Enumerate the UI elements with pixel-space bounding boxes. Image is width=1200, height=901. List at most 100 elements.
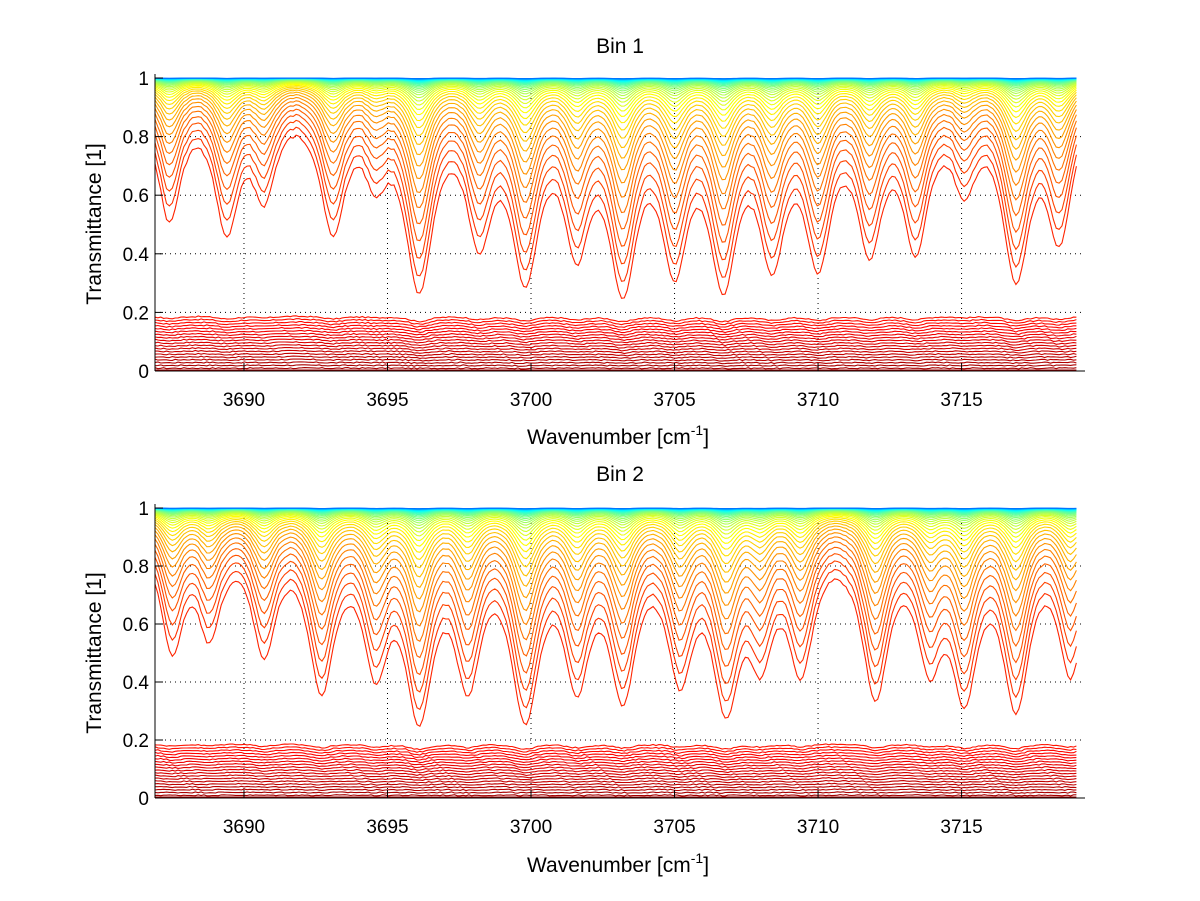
series-line (154, 541, 1077, 642)
series-line (154, 788, 1077, 792)
series-line (154, 324, 1077, 331)
series-line (155, 349, 1077, 355)
series-line (154, 321, 1077, 328)
series-line (154, 94, 1077, 171)
series-line (154, 358, 1077, 362)
series-line (154, 86, 1077, 131)
series-line (154, 791, 1077, 794)
y-tick-label: 0 (138, 789, 149, 810)
grid-lines (155, 508, 1085, 798)
series-line (154, 777, 1077, 781)
series-line (154, 525, 1077, 588)
x-tick-label: 3715 (940, 390, 982, 411)
x-tick-labels: 3690 3695 3700 3705 3710 3715 (223, 817, 983, 838)
y-tick-label: 0.6 (123, 186, 149, 207)
series-line (154, 511, 1077, 529)
series-line (154, 509, 1077, 518)
series-line (155, 77, 1077, 80)
series-line (154, 518, 1077, 561)
series-line (154, 81, 1077, 103)
panel-bin-2: Bin 2 3690 3695 3700 3705 3710 3715 0 0.2 0.4 0.… (83, 463, 1085, 877)
x-tick-label: 3690 (223, 817, 265, 838)
x-axis-label: Wavenumber [cm-1] (527, 422, 709, 449)
series-line (155, 785, 1077, 789)
x-tick-label: 3695 (366, 817, 408, 838)
series-line (154, 82, 1077, 107)
series-line (154, 509, 1077, 520)
series-line (154, 763, 1077, 769)
x-axis-label-base: Wavenumber [cm (527, 854, 691, 877)
y-tick-label: 0.2 (123, 731, 149, 752)
series-line (154, 528, 1077, 600)
x-tick-label: 3690 (223, 390, 265, 411)
series-line (154, 329, 1077, 336)
series-line (154, 553, 1077, 676)
y-tick-label: 0.8 (123, 557, 149, 578)
series-group (154, 507, 1077, 798)
series-line (154, 80, 1077, 100)
axes (154, 504, 1085, 799)
series-line (154, 748, 1077, 756)
series-line (154, 318, 1077, 326)
x-tick-label: 3710 (797, 817, 839, 838)
series-line (154, 751, 1077, 758)
series-line (154, 326, 1077, 334)
y-tick-label: 0.8 (123, 128, 149, 149)
series-line (154, 346, 1077, 352)
series-line (154, 119, 1077, 265)
y-tick-label: 0.4 (123, 245, 150, 266)
series-group (154, 77, 1077, 371)
series-line (154, 515, 1077, 547)
x-tick-label: 3710 (797, 390, 839, 411)
series-line (154, 768, 1077, 774)
series-line (154, 520, 1077, 569)
series-line (154, 84, 1077, 124)
x-axis-label-close: ] (703, 854, 709, 877)
series-line (154, 746, 1077, 753)
series-line (154, 361, 1077, 365)
series-line (154, 512, 1077, 533)
series-line (154, 91, 1077, 159)
series-line (154, 760, 1077, 766)
series-line (154, 514, 1077, 542)
x-tick-label: 3700 (510, 390, 552, 411)
x-tick-label: 3715 (940, 817, 982, 838)
series-line (154, 568, 1077, 711)
series-line (154, 134, 1077, 299)
series-line (154, 82, 1077, 112)
series-line (154, 516, 1077, 553)
x-tick-label: 3695 (366, 390, 408, 411)
y-tick-label: 0.2 (123, 303, 149, 324)
y-axis-label: Transmittance [1] (83, 572, 106, 733)
series-line (154, 100, 1077, 198)
series-line (154, 126, 1077, 282)
series-line (154, 113, 1077, 247)
x-tick-labels: 3690 3695 3700 3705 3710 3715 (223, 390, 983, 411)
x-axis-label-close: ] (703, 426, 709, 449)
series-line (154, 560, 1077, 693)
series-line (154, 743, 1077, 751)
y-tick-labels: 0 0.2 0.4 0.6 0.8 1 (123, 69, 150, 383)
panel-bin-1: Bin 1 3690 3695 3700 3705 3710 3715 0 0.2 0.4 0.… (83, 35, 1085, 449)
y-tick-label: 0.4 (123, 673, 150, 694)
series-line (154, 332, 1077, 339)
series-line (154, 757, 1077, 764)
x-tick-label: 3700 (510, 817, 552, 838)
series-line (154, 794, 1077, 797)
series-line (154, 532, 1077, 613)
series-line (154, 774, 1077, 779)
series-line (154, 335, 1077, 341)
series-line (154, 754, 1077, 761)
series-line (154, 510, 1077, 524)
panel-title: Bin 2 (596, 463, 644, 486)
series-line (154, 364, 1077, 367)
y-tick-label: 1 (138, 499, 149, 520)
series-line (154, 352, 1077, 357)
series-line (154, 315, 1077, 323)
series-line (154, 511, 1077, 526)
series-line (154, 765, 1077, 771)
series-line (154, 779, 1077, 784)
x-axis-label-superscript: -1 (691, 422, 704, 438)
series-line (154, 344, 1077, 349)
